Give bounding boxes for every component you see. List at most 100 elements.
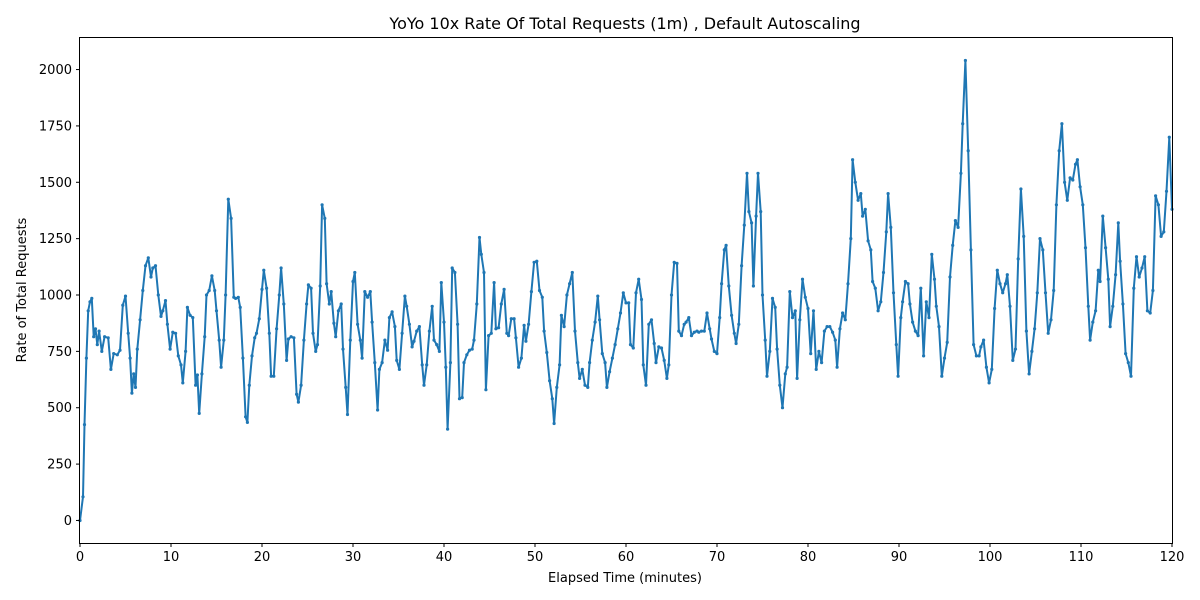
data-point — [1063, 180, 1067, 184]
data-point — [410, 345, 414, 349]
data-point — [517, 365, 521, 369]
data-point — [159, 314, 163, 318]
data-point — [213, 288, 217, 293]
data-point — [724, 243, 728, 247]
data-point — [174, 331, 178, 335]
data-point — [948, 275, 952, 279]
data-point — [348, 338, 352, 342]
data-point — [760, 293, 765, 297]
data-point — [559, 313, 564, 317]
data-point — [527, 322, 531, 326]
data-point — [961, 122, 965, 126]
data-point — [793, 309, 797, 313]
data-point — [613, 343, 617, 347]
data-point — [329, 290, 333, 294]
data-point — [327, 302, 331, 306]
data-point — [778, 383, 782, 387]
data-point — [884, 230, 888, 234]
data-point — [509, 317, 513, 321]
data-point — [1001, 291, 1005, 295]
data-point — [984, 365, 989, 369]
x-tick-label: 70 — [709, 550, 726, 565]
data-point — [759, 210, 763, 214]
data-point — [1108, 325, 1112, 329]
x-tick-label: 100 — [978, 550, 1003, 565]
data-point — [851, 158, 855, 162]
data-point — [465, 353, 469, 357]
data-point — [103, 335, 107, 339]
data-point — [299, 383, 303, 387]
data-point — [1008, 304, 1012, 308]
data-point — [756, 171, 760, 175]
data-point — [417, 325, 421, 329]
data-point — [894, 343, 898, 347]
data-point — [514, 336, 518, 340]
data-point — [722, 248, 726, 252]
data-point — [1054, 203, 1058, 207]
data-point — [415, 329, 419, 333]
data-point — [634, 291, 638, 295]
data-point — [712, 349, 716, 353]
data-point — [1091, 320, 1095, 324]
data-point — [109, 367, 113, 371]
data-point — [568, 282, 572, 286]
data-point — [853, 180, 857, 184]
data-point — [203, 335, 207, 339]
data-point — [425, 363, 429, 367]
y-tick-label: 1750 — [39, 119, 72, 134]
data-point — [1024, 329, 1028, 333]
data-point — [742, 223, 746, 227]
data-point — [224, 293, 228, 297]
data-point — [497, 326, 501, 330]
x-tick-label: 20 — [254, 550, 271, 565]
data-point — [833, 338, 837, 342]
data-point — [959, 171, 963, 175]
data-point — [702, 329, 706, 333]
data-point — [951, 243, 955, 247]
data-point — [191, 316, 195, 320]
data-point — [161, 309, 165, 313]
data-point — [336, 309, 340, 313]
data-point — [825, 325, 829, 329]
data-point — [318, 284, 322, 288]
data-point — [456, 322, 460, 326]
data-point — [684, 320, 688, 324]
data-point — [740, 264, 744, 268]
data-point — [937, 325, 941, 329]
data-point — [92, 335, 96, 339]
y-tick-label: 250 — [47, 458, 72, 473]
data-point — [628, 343, 633, 347]
x-axis-title: Elapsed Time (minutes) — [548, 571, 702, 586]
data-point — [275, 327, 279, 331]
data-point — [734, 341, 738, 346]
data-point — [790, 316, 795, 320]
data-point — [467, 348, 472, 352]
data-point — [494, 327, 498, 331]
y-axis: 0 250 500 750 1000 1250 1500 1750 2000 — [39, 63, 80, 529]
data-point — [899, 316, 903, 320]
data-point — [1075, 158, 1079, 162]
data-point — [785, 365, 789, 369]
data-point — [1104, 246, 1108, 250]
x-tick-label: 80 — [800, 550, 817, 565]
data-point — [535, 259, 539, 263]
data-point — [687, 316, 691, 320]
data-point — [751, 284, 756, 288]
data-point — [835, 365, 839, 369]
data-point — [974, 354, 979, 358]
data-point — [368, 290, 372, 294]
data-point — [296, 400, 300, 404]
data-point — [448, 361, 452, 365]
data-point — [1038, 237, 1042, 241]
data-point — [529, 290, 534, 294]
data-point — [93, 327, 98, 331]
data-point — [675, 261, 679, 265]
data-point — [945, 340, 949, 344]
data-point — [184, 349, 188, 353]
data-point — [292, 336, 296, 340]
data-point — [788, 290, 792, 294]
data-point — [979, 345, 983, 349]
data-point — [260, 287, 264, 291]
data-point — [814, 367, 818, 371]
data-point — [1078, 185, 1082, 189]
